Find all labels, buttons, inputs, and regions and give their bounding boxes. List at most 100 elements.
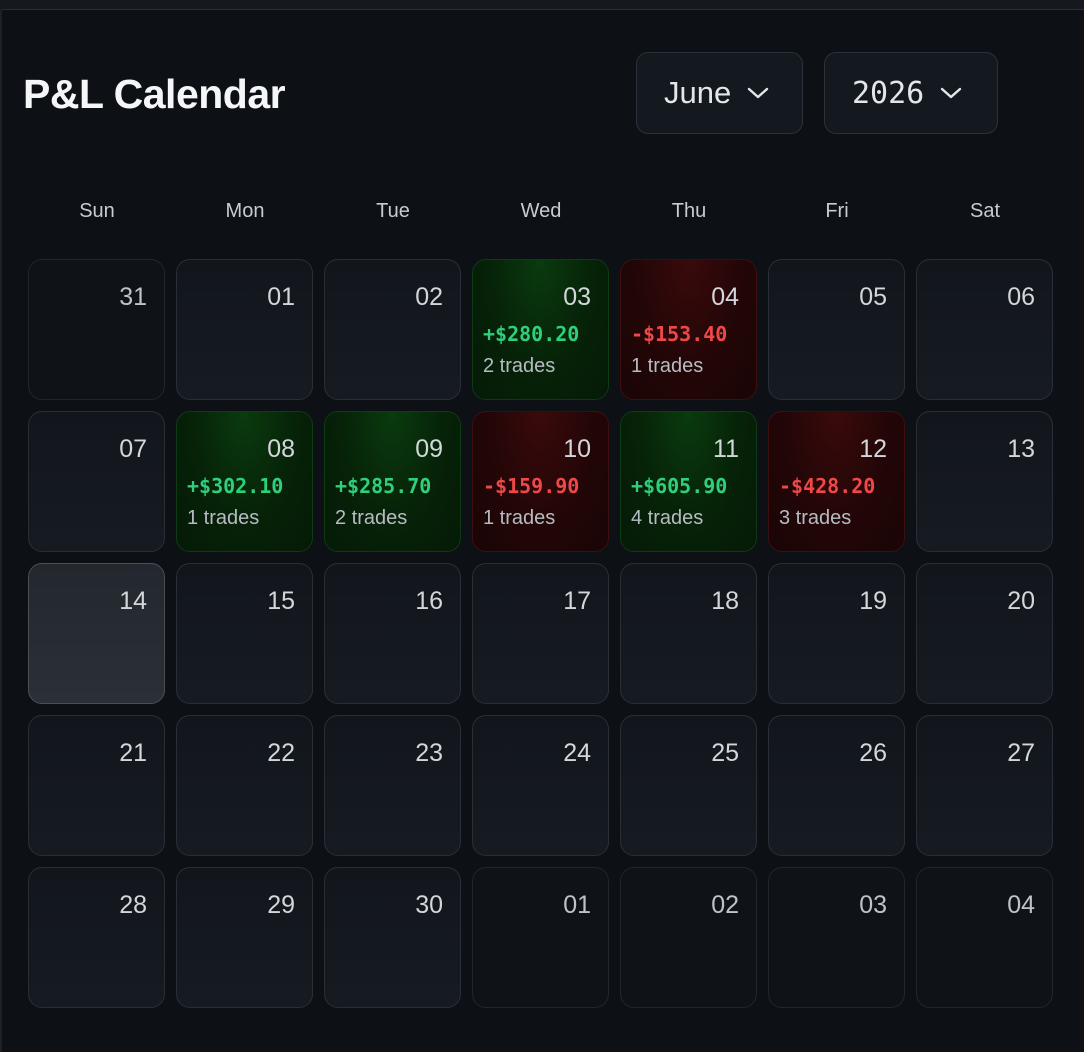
day-number: 13 xyxy=(1007,435,1035,463)
day-cell[interactable]: 29 xyxy=(176,867,313,1008)
day-cell[interactable]: 08 +$302.10 1 trades xyxy=(176,411,313,552)
day-number: 12 xyxy=(859,435,887,463)
day-cell[interactable]: 10 -$159.90 1 trades xyxy=(472,411,609,552)
chevron-down-icon xyxy=(940,86,962,100)
day-number: 03 xyxy=(859,891,887,919)
weekday-label: Mon xyxy=(225,200,265,222)
day-cell[interactable]: 16 xyxy=(324,563,461,704)
day-number: 03 xyxy=(563,283,591,311)
day-number: 18 xyxy=(711,587,739,615)
trade-count: 1 trades xyxy=(631,355,704,377)
day-number: 15 xyxy=(267,587,295,615)
day-number: 16 xyxy=(415,587,443,615)
day-cell[interactable]: 02 xyxy=(324,259,461,400)
day-number: 06 xyxy=(1007,283,1035,311)
day-cell[interactable]: 13 xyxy=(916,411,1053,552)
day-number: 09 xyxy=(415,435,443,463)
day-cell[interactable]: 20 xyxy=(916,563,1053,704)
day-number: 07 xyxy=(119,435,147,463)
day-cell[interactable]: 30 xyxy=(324,867,461,1008)
day-number: 31 xyxy=(119,283,147,311)
weekday-label: Tue xyxy=(376,200,410,222)
weekday-label: Sat xyxy=(969,200,1001,222)
day-cell[interactable]: 03 xyxy=(768,867,905,1008)
trade-count: 3 trades xyxy=(779,507,852,529)
day-cell[interactable]: 26 xyxy=(768,715,905,856)
day-cell[interactable]: 02 xyxy=(620,867,757,1008)
day-cell[interactable]: 19 xyxy=(768,563,905,704)
day-cell[interactable]: 06 xyxy=(916,259,1053,400)
day-cell[interactable]: 04 -$153.40 1 trades xyxy=(620,259,757,400)
year-select-value: 2026 xyxy=(852,75,925,111)
day-cell[interactable]: 18 xyxy=(620,563,757,704)
pnl-amount: -$159.90 xyxy=(483,474,580,498)
day-cell[interactable]: 17 xyxy=(472,563,609,704)
weekday-header: Sun Mon Tue Wed Thu Fri Sat xyxy=(23,196,1060,226)
day-number: 10 xyxy=(563,435,591,463)
top-border xyxy=(0,0,1084,10)
pnl-amount: +$280.20 xyxy=(483,322,580,346)
pnl-amount: -$428.20 xyxy=(779,474,876,498)
weekday-label: Sun xyxy=(79,200,115,222)
day-number: 04 xyxy=(711,283,739,311)
day-cell[interactable]: 28 xyxy=(28,867,165,1008)
weekday-label: Fri xyxy=(825,200,849,222)
weekday-label: Thu xyxy=(671,200,707,222)
day-cell[interactable]: 12 -$428.20 3 trades xyxy=(768,411,905,552)
day-number: 02 xyxy=(711,891,739,919)
day-cell[interactable]: 03 +$280.20 2 trades xyxy=(472,259,609,400)
day-cell[interactable]: 01 xyxy=(472,867,609,1008)
day-cell[interactable]: 25 xyxy=(620,715,757,856)
day-cell[interactable]: 24 xyxy=(472,715,609,856)
left-border xyxy=(0,9,2,1052)
month-select[interactable]: June xyxy=(636,52,803,134)
day-number: 01 xyxy=(563,891,591,919)
day-number: 30 xyxy=(415,891,443,919)
day-cell[interactable]: 23 xyxy=(324,715,461,856)
day-cell[interactable]: 14 xyxy=(28,563,165,704)
day-number: 11 xyxy=(713,435,739,463)
calendar-grid: 31 01 02 03 +$280.20 2 trades 04 -$153.40 1 trad… xyxy=(28,259,1053,1008)
day-number: 24 xyxy=(563,739,591,767)
trade-count: 1 trades xyxy=(187,507,260,529)
day-cell[interactable]: 31 xyxy=(28,259,165,400)
day-cell[interactable]: 09 +$285.70 2 trades xyxy=(324,411,461,552)
day-cell[interactable]: 15 xyxy=(176,563,313,704)
month-select-value: June xyxy=(664,75,732,110)
day-number: 29 xyxy=(267,891,295,919)
pnl-amount: -$153.40 xyxy=(631,322,728,346)
day-cell[interactable]: 27 xyxy=(916,715,1053,856)
weekday-label: Wed xyxy=(520,200,562,222)
day-cell[interactable]: 07 xyxy=(28,411,165,552)
day-cell[interactable]: 21 xyxy=(28,715,165,856)
day-number: 27 xyxy=(1007,739,1035,767)
pnl-amount: +$285.70 xyxy=(335,474,432,498)
day-number: 04 xyxy=(1007,891,1035,919)
pnl-amount: +$302.10 xyxy=(187,474,284,498)
day-number: 14 xyxy=(119,587,147,615)
day-cell[interactable]: 22 xyxy=(176,715,313,856)
day-number: 01 xyxy=(267,283,295,311)
day-number: 17 xyxy=(563,587,591,615)
day-cell[interactable]: 01 xyxy=(176,259,313,400)
year-select[interactable]: 2026 xyxy=(824,52,998,134)
day-cell[interactable]: 04 xyxy=(916,867,1053,1008)
day-cell[interactable]: 05 xyxy=(768,259,905,400)
chevron-down-icon xyxy=(747,86,769,100)
day-number: 19 xyxy=(859,587,887,615)
day-number: 05 xyxy=(859,283,887,311)
day-number: 22 xyxy=(267,739,295,767)
day-number: 23 xyxy=(415,739,443,767)
trade-count: 4 trades xyxy=(631,507,704,529)
day-number: 21 xyxy=(119,739,147,767)
day-number: 02 xyxy=(415,283,443,311)
day-number: 28 xyxy=(119,891,147,919)
day-cell[interactable]: 11 +$605.90 4 trades xyxy=(620,411,757,552)
trade-count: 2 trades xyxy=(483,355,556,377)
trade-count: 2 trades xyxy=(335,507,408,529)
day-number: 25 xyxy=(711,739,739,767)
pnl-amount: +$605.90 xyxy=(631,474,728,498)
day-number: 20 xyxy=(1007,587,1035,615)
trade-count: 1 trades xyxy=(483,507,556,529)
day-number: 26 xyxy=(859,739,887,767)
